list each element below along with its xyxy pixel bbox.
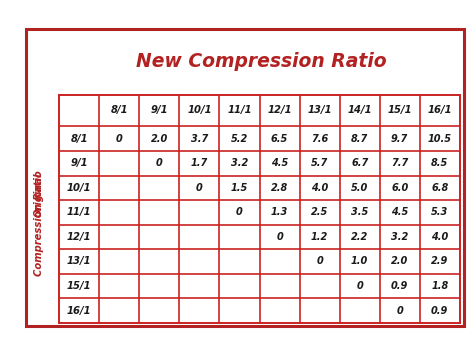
- Text: 0: 0: [316, 257, 323, 267]
- Text: 0: 0: [116, 134, 123, 144]
- Text: 15/1: 15/1: [387, 105, 412, 115]
- Text: 0: 0: [356, 281, 363, 291]
- Text: Original: Original: [34, 172, 44, 217]
- Text: 9/1: 9/1: [151, 105, 168, 115]
- Text: 8/1: 8/1: [71, 134, 88, 144]
- Text: 7.6: 7.6: [311, 134, 328, 144]
- Text: 6.5: 6.5: [271, 134, 288, 144]
- Text: 8.5: 8.5: [431, 158, 448, 168]
- Text: 5.7: 5.7: [311, 158, 328, 168]
- Text: New Compression Ratio: New Compression Ratio: [136, 53, 387, 71]
- Text: 12/1: 12/1: [67, 232, 91, 242]
- Text: 4.0: 4.0: [431, 232, 448, 242]
- Text: 6.7: 6.7: [351, 158, 368, 168]
- Text: 0.9: 0.9: [391, 281, 408, 291]
- Text: 13/1: 13/1: [67, 257, 91, 267]
- Text: 0: 0: [236, 207, 243, 217]
- Text: 1.8: 1.8: [431, 281, 448, 291]
- Text: 14/1: 14/1: [347, 105, 372, 115]
- Text: 16/1: 16/1: [428, 105, 452, 115]
- Text: 1.2: 1.2: [311, 232, 328, 242]
- Text: 2.0: 2.0: [151, 134, 168, 144]
- Text: 1.7: 1.7: [191, 158, 208, 168]
- Text: 4.5: 4.5: [391, 207, 408, 217]
- Text: 3.2: 3.2: [391, 232, 408, 242]
- Text: 8.7: 8.7: [351, 134, 368, 144]
- Text: 6.8: 6.8: [431, 183, 448, 193]
- Text: 10/1: 10/1: [67, 183, 91, 193]
- Text: 11/1: 11/1: [67, 207, 91, 217]
- Text: 2.8: 2.8: [271, 183, 288, 193]
- Text: 11/1: 11/1: [227, 105, 252, 115]
- Text: 5.0: 5.0: [351, 183, 368, 193]
- Text: 8/1: 8/1: [110, 105, 128, 115]
- Text: 2.2: 2.2: [351, 232, 368, 242]
- Text: 5.3: 5.3: [431, 207, 448, 217]
- Text: 3.5: 3.5: [351, 207, 368, 217]
- Text: 5.2: 5.2: [231, 134, 248, 144]
- Text: 6.0: 6.0: [391, 183, 408, 193]
- Text: 1.5: 1.5: [231, 183, 248, 193]
- Text: 12/1: 12/1: [267, 105, 292, 115]
- Text: Compression Ratio: Compression Ratio: [34, 170, 44, 276]
- Text: 1.3: 1.3: [271, 207, 288, 217]
- Text: 3.7: 3.7: [191, 134, 208, 144]
- Text: 10.5: 10.5: [428, 134, 452, 144]
- Text: 0: 0: [196, 183, 203, 193]
- Text: 0.9: 0.9: [431, 306, 448, 316]
- Text: 9.7: 9.7: [391, 134, 408, 144]
- Text: 2.9: 2.9: [431, 257, 448, 267]
- Text: 3.2: 3.2: [231, 158, 248, 168]
- Text: 4.5: 4.5: [271, 158, 288, 168]
- Text: 2.0: 2.0: [391, 257, 408, 267]
- Text: 4.0: 4.0: [311, 183, 328, 193]
- Text: 2.5: 2.5: [311, 207, 328, 217]
- Text: 15/1: 15/1: [67, 281, 91, 291]
- Text: 10/1: 10/1: [187, 105, 212, 115]
- Text: 16/1: 16/1: [67, 306, 91, 316]
- Text: 0: 0: [396, 306, 403, 316]
- Text: 9/1: 9/1: [71, 158, 88, 168]
- Text: 7.7: 7.7: [391, 158, 408, 168]
- Text: 1.0: 1.0: [351, 257, 368, 267]
- Text: 0: 0: [156, 158, 163, 168]
- Text: 0: 0: [276, 232, 283, 242]
- Text: 13/1: 13/1: [307, 105, 332, 115]
